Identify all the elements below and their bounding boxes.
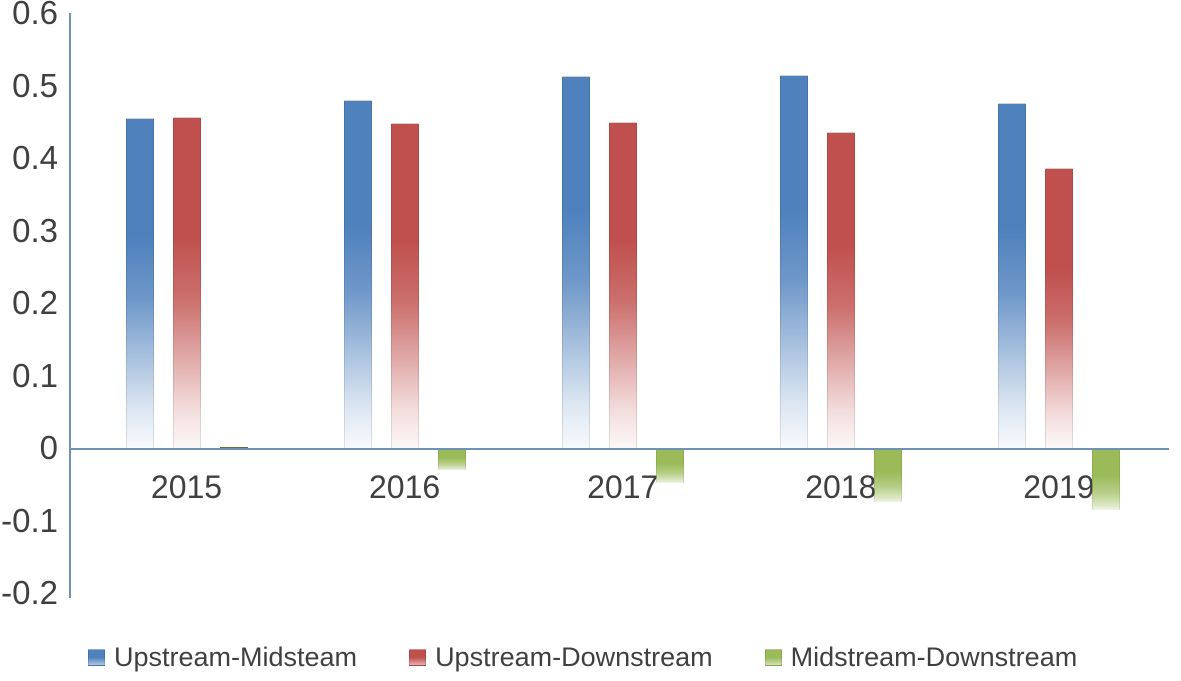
legend-label: Midstream-Downstream: [790, 642, 1078, 672]
y-axis-line: [69, 13, 71, 598]
legend-item-upstream-midsteam: Upstream-Midsteam: [88, 642, 357, 673]
y-tick-label: 0.6: [12, 0, 58, 31]
bar-upstream-midsteam-2016: [343, 100, 372, 448]
bar-upstream-downstream-2015: [172, 116, 201, 448]
bar-midstream-downstream-2015: [219, 446, 248, 449]
legend-swatch-icon: [88, 649, 105, 666]
legend-item-midstream-downstream: Midstream-Downstream: [764, 642, 1078, 673]
x-tick-label-2015: 2015: [150, 469, 223, 505]
y-tick-label: 0: [39, 429, 58, 466]
y-tick-label: 0.3: [12, 211, 58, 249]
bar-upstream-downstream-2016: [390, 123, 419, 448]
bar-upstream-midsteam-2018: [779, 74, 808, 448]
y-tick-label: 0.2: [12, 284, 58, 321]
bar-upstream-downstream-2019: [1044, 168, 1073, 448]
bar-upstream-midsteam-2019: [997, 102, 1026, 448]
legend: Upstream-Midsteam Upstream-Downstream Mids…: [88, 642, 1077, 673]
y-tick-label: -0.2: [1, 574, 58, 611]
bar-midstream-downstream-2017: [655, 448, 684, 483]
x-tick-label-2018: 2018: [805, 469, 877, 505]
y-tick-label: 0.4: [12, 139, 58, 176]
y-tick-label: 0.1: [12, 356, 58, 394]
bar-upstream-midsteam-2017: [561, 76, 590, 448]
x-tick-label-2016: 2016: [369, 469, 441, 505]
legend-swatch-icon: [409, 649, 427, 666]
legend-item-upstream-downstream: Upstream-Downstream: [409, 642, 713, 673]
legend-swatch-icon: [764, 649, 782, 666]
bar-upstream-downstream-2018: [826, 131, 855, 448]
bar-midstream-downstream-2016: [437, 448, 466, 470]
bar-midstream-downstream-2018: [873, 448, 902, 502]
x-tick-label-2019: 2019: [1023, 469, 1095, 505]
y-tick-label: 0.5: [12, 66, 58, 104]
legend-label: Upstream-Midsteam: [114, 642, 358, 672]
legend-label: Upstream-Downstream: [435, 642, 713, 672]
bar-midstream-downstream-2019: [1091, 448, 1120, 510]
bar-upstream-midsteam-2015: [125, 118, 154, 448]
y-tick-label: -0.1: [1, 501, 58, 539]
x-axis-zero-line: [69, 448, 1169, 450]
bar-upstream-downstream-2017: [608, 121, 637, 448]
x-tick-label-2017: 2017: [587, 469, 659, 505]
